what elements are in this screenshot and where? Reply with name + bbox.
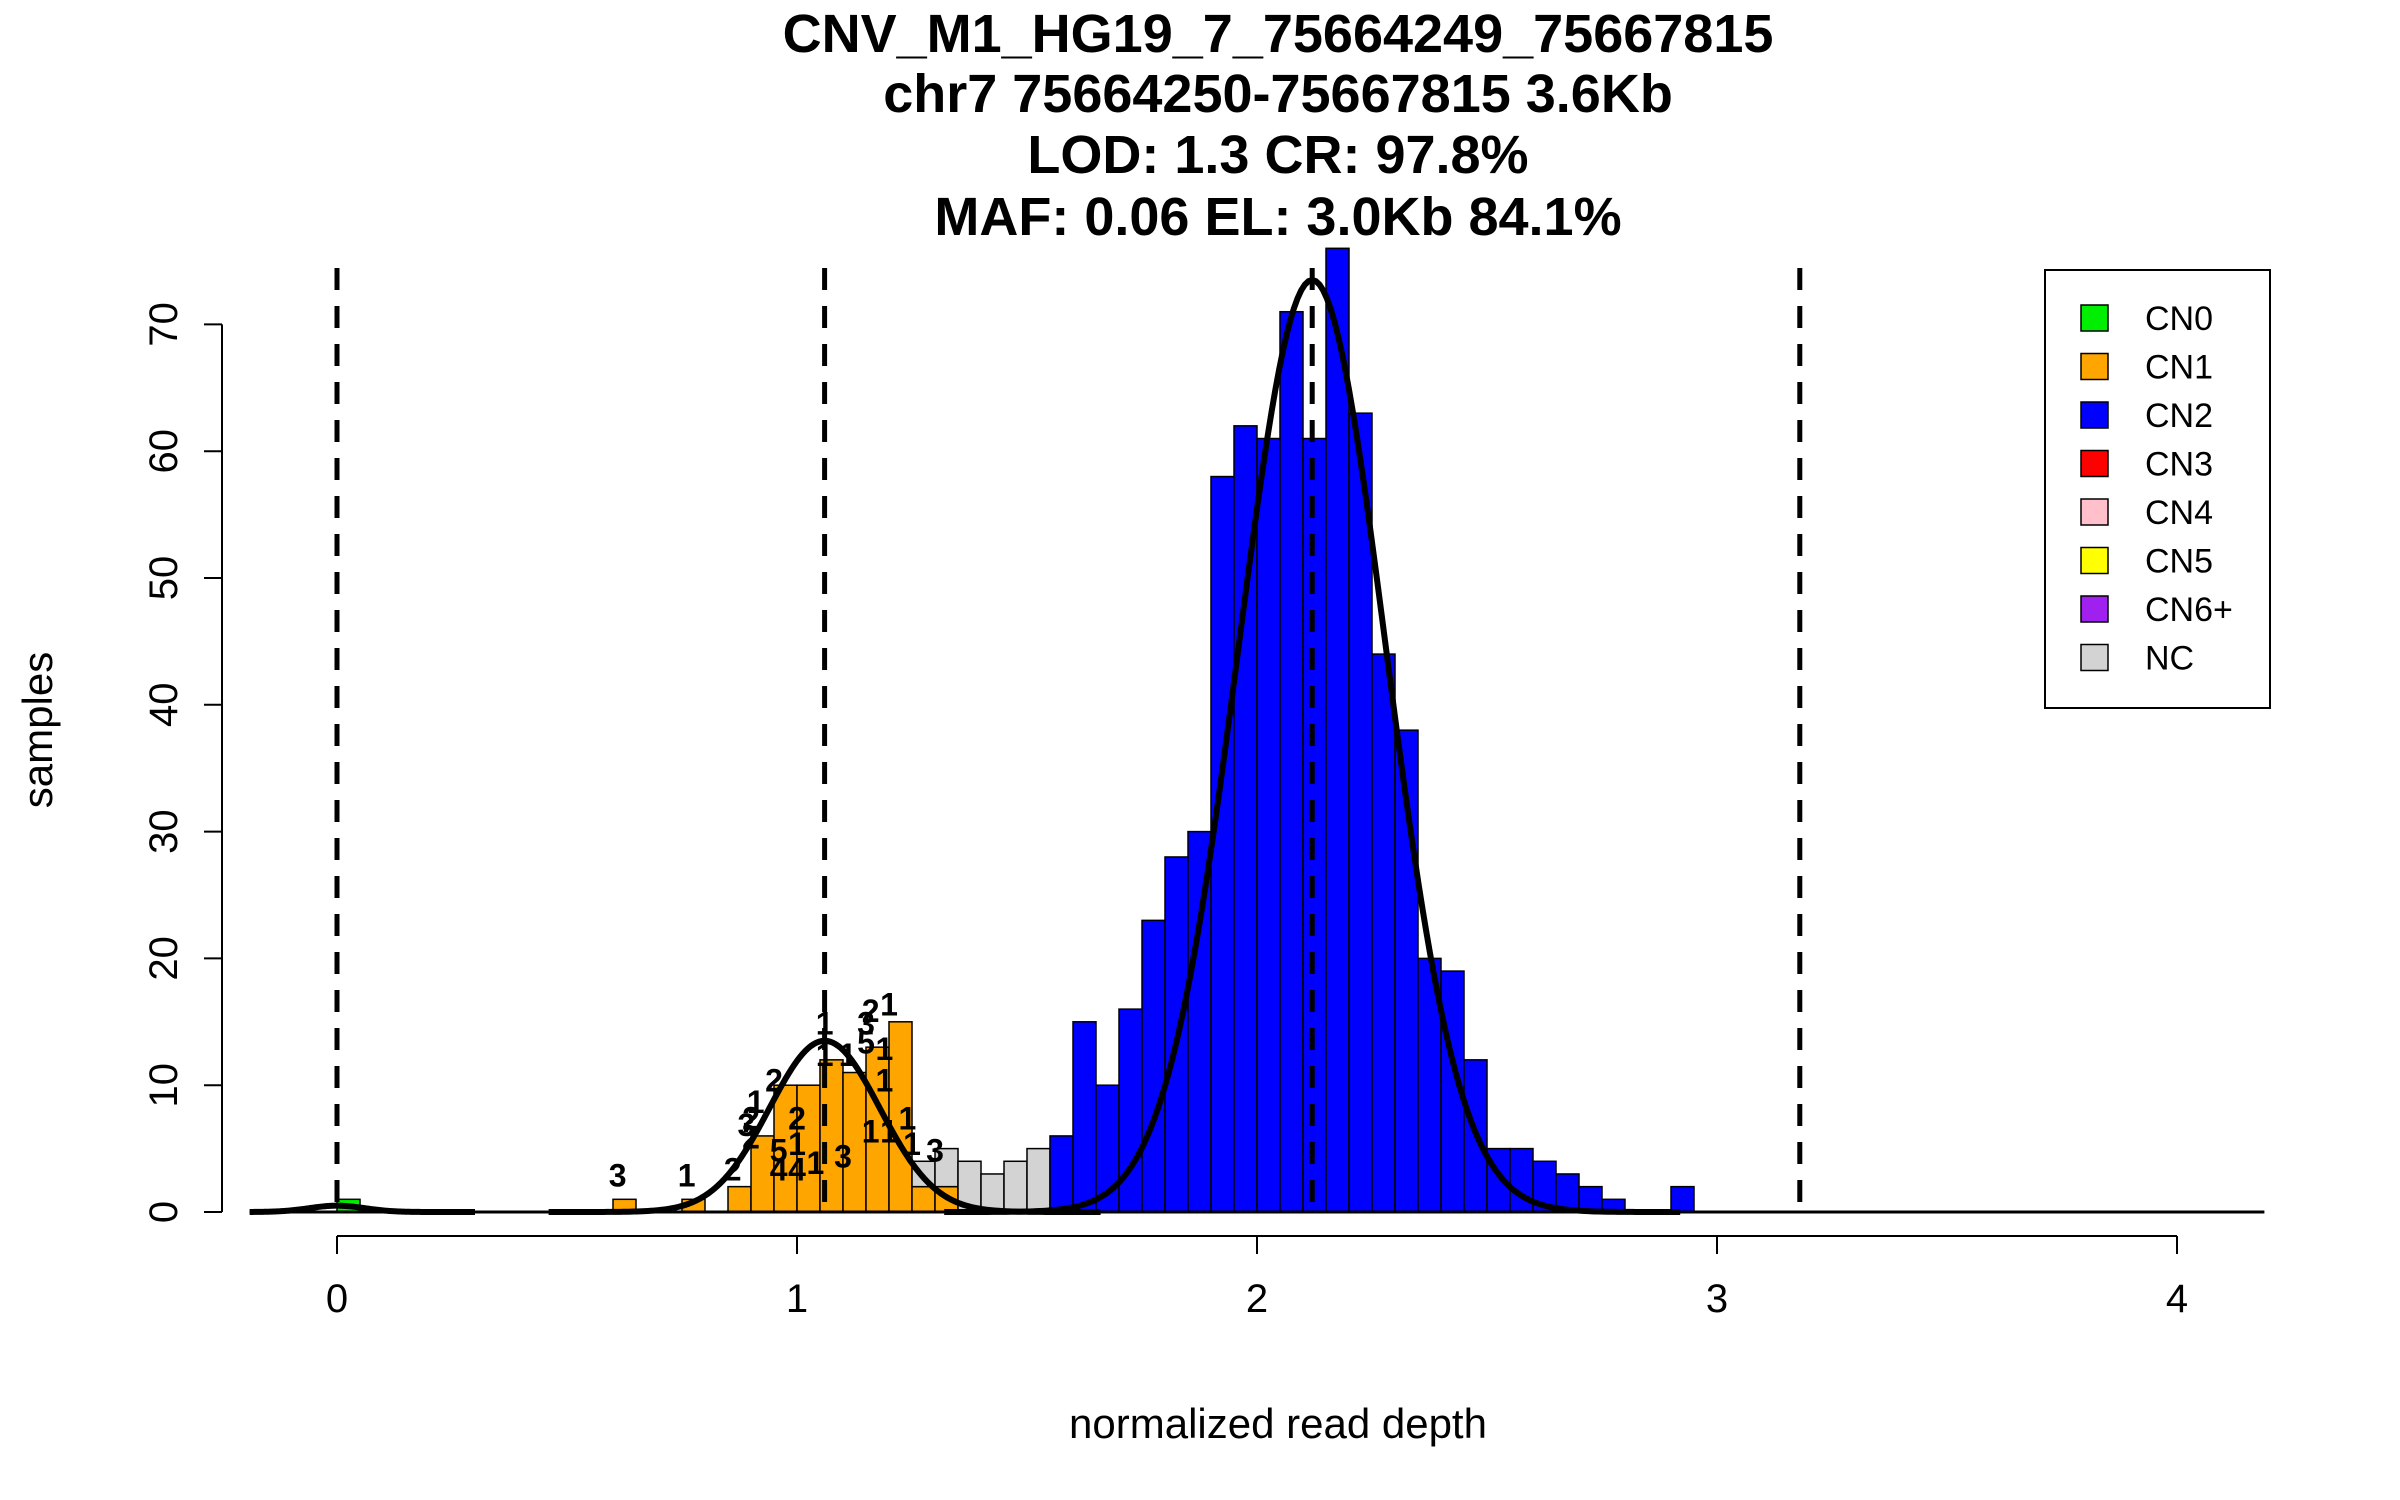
- title-line-3: LOD: 1.3 CR: 97.8%: [1027, 125, 1528, 185]
- y-tick-label-1: 10: [142, 1063, 186, 1108]
- bar-count-label-2: 2: [724, 1151, 742, 1187]
- bar-count-label-8: 5: [770, 1132, 788, 1168]
- bar-count-label-20: 2: [862, 993, 880, 1029]
- legend-label-nc: NC: [2145, 640, 2194, 678]
- bar-count-label-27: 1: [903, 1126, 921, 1162]
- legend-label-cn5: CN5: [2145, 543, 2213, 581]
- legend-swatch-cn0: [2080, 304, 2109, 332]
- fit-curve-2: [249, 1202, 475, 1215]
- dashed-reference-lines: [334, 268, 1803, 1212]
- bar-count-label-10: 1: [788, 1126, 806, 1162]
- bar-count-label-0: 3: [609, 1158, 627, 1194]
- x-tick-label-1: 1: [786, 1277, 808, 1321]
- bar-count-label-6: 1: [747, 1084, 765, 1120]
- title-line-1: CNV_M1_HG19_7_75664249_75667815: [783, 4, 1774, 64]
- bar-count-label-16: 3: [834, 1139, 852, 1175]
- legend-swatch-cn5: [2080, 546, 2109, 575]
- y-tick-label-4: 40: [142, 683, 186, 728]
- histogram-bar-31-cn2: [1371, 653, 1396, 1213]
- bar-count-label-28: 3: [926, 1132, 944, 1168]
- bar-count-label-14: 1: [816, 1005, 834, 1041]
- y-tick-label-7: 70: [142, 302, 186, 347]
- legend-swatch-cn1: [2080, 352, 2109, 381]
- histogram-bar-27-cn2: [1279, 310, 1304, 1213]
- y-tick-label-5: 50: [142, 556, 186, 601]
- title-line-2: chr7 75664250-75667815 3.6Kb: [883, 64, 1673, 124]
- y-axis: 0 10 20 30 40 50 60 70: [142, 302, 223, 1223]
- x-tick-label-0: 0: [326, 1277, 348, 1321]
- legend-label-cn4: CN4: [2145, 494, 2213, 532]
- y-tick-label-3: 30: [142, 809, 186, 854]
- legend-swatch-cn3: [2080, 449, 2109, 478]
- chart-title: CNV_M1_HG19_7_75664249_75667815 chr7 756…: [783, 4, 1774, 247]
- histogram-bar-11-cn1: [911, 1185, 936, 1213]
- bar-count-label-1: 1: [678, 1158, 696, 1194]
- histogram-bar-15-nc: [1003, 1160, 1028, 1213]
- legend-swatch-cn4: [2080, 498, 2109, 526]
- histogram-bar-21-cn2: [1141, 919, 1166, 1213]
- histogram-bar-14-nc: [980, 1173, 1005, 1213]
- bar-count-label-26: 1: [899, 1101, 917, 1137]
- histogram-bar-42-cn2: [1670, 1185, 1695, 1213]
- fit-curves: [249, 276, 1681, 1215]
- x-tick-label-3: 3: [1706, 1277, 1728, 1321]
- x-tick-label-4: 4: [2166, 1277, 2188, 1321]
- bar-count-label-25: 1: [880, 1113, 898, 1149]
- histogram-bar-26-cn2: [1256, 437, 1281, 1213]
- histogram-bars: [249, 247, 2265, 1214]
- bar-count-label-13: 1: [807, 1145, 825, 1181]
- bar-count-label-23: 1: [876, 1031, 894, 1067]
- histogram-bar-16-nc: [1026, 1147, 1051, 1213]
- legend-label-cn1: CN1: [2145, 349, 2213, 387]
- bar-count-label-4: 2: [742, 1120, 760, 1156]
- histogram-bar-29-cn2: [1325, 247, 1350, 1213]
- bar-count-label-9: 4: [770, 1151, 788, 1187]
- legend-label-cn6plus: CN6+: [2145, 591, 2233, 629]
- y-tick-label-6: 60: [142, 429, 186, 474]
- legend-swatch-cn2: [2080, 401, 2109, 429]
- bar-count-label-17: 1: [839, 1037, 857, 1073]
- bar-count-label-18: 3: [857, 1005, 875, 1041]
- legend-label-cn3: CN3: [2145, 446, 2213, 484]
- bar-count-label-12: 2: [788, 1101, 806, 1137]
- bar-count-label-24: 1: [880, 986, 898, 1022]
- fit-curve-1: [944, 276, 1681, 1215]
- bar-count-label-19: 5: [857, 1025, 875, 1061]
- legend: CN0 CN1 CN2 CN3 CN4 CN5 CN6+ NC: [2044, 269, 2271, 709]
- bar-count-label-21: 1: [862, 1113, 880, 1149]
- bar-count-label-22: 1: [876, 1063, 894, 1099]
- bar-count-label-7: 2: [765, 1063, 783, 1099]
- legend-swatch-cn6plus: [2080, 595, 2109, 623]
- x-axis: 0 1 2 3 4: [326, 1235, 2188, 1321]
- bar-count-label-15: 1: [816, 1037, 834, 1073]
- bar-count-label-5: 2: [742, 1101, 760, 1137]
- y-tick-label-0: 0: [142, 1201, 186, 1223]
- y-axis-label: samples: [14, 652, 61, 808]
- x-axis-label: normalized read depth: [1069, 1400, 1487, 1447]
- legend-swatch-nc: [2080, 643, 2109, 672]
- histogram-bar-3-cn1: [727, 1185, 752, 1213]
- title-line-4: MAF: 0.06 EL: 3.0Kb 84.1%: [934, 187, 1621, 247]
- bar-count-label-11: 4: [788, 1151, 806, 1187]
- legend-label-cn2: CN2: [2145, 397, 2213, 435]
- legend-label-cn0: CN0: [2145, 300, 2213, 338]
- bar-count-label-3: 3: [738, 1107, 756, 1143]
- legend-box: [2044, 269, 2271, 709]
- y-tick-label-2: 20: [142, 936, 186, 981]
- histogram-bar-17-cn2: [1049, 1135, 1074, 1213]
- x-tick-label-2: 2: [1246, 1277, 1268, 1321]
- histogram-bar-18-cn2: [1072, 1021, 1097, 1213]
